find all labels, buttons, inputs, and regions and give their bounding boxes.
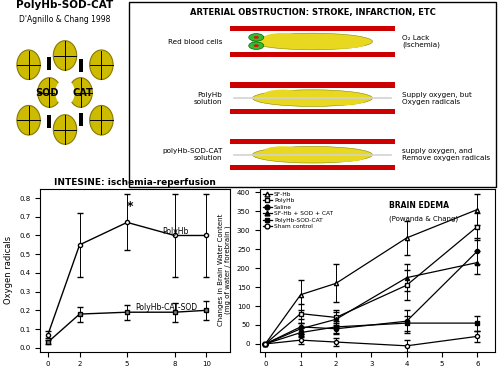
Text: PolyHb: PolyHb <box>162 227 188 236</box>
Ellipse shape <box>54 41 76 70</box>
Bar <box>230 52 395 57</box>
Circle shape <box>249 42 264 50</box>
Ellipse shape <box>264 90 301 99</box>
Ellipse shape <box>90 50 113 80</box>
Bar <box>230 83 395 88</box>
Bar <box>78 113 82 126</box>
Ellipse shape <box>69 78 92 107</box>
Text: PolyHb
solution: PolyHb solution <box>194 92 222 105</box>
Y-axis label: Changes in Brain Water Content
(mg of water / forebrain ): Changes in Brain Water Content (mg of wa… <box>218 214 231 326</box>
Text: supply oxygen, and
Remove oxygen radicals: supply oxygen, and Remove oxygen radical… <box>402 148 490 161</box>
Ellipse shape <box>54 115 76 144</box>
Bar <box>230 165 395 171</box>
Text: D'Agnillo & Chang 1998: D'Agnillo & Chang 1998 <box>20 15 110 24</box>
Text: BRAIN EDEMA: BRAIN EDEMA <box>389 201 449 210</box>
Ellipse shape <box>90 105 113 135</box>
Text: Supply oxygen, but
Oxygen radicals: Supply oxygen, but Oxygen radicals <box>402 92 472 105</box>
Ellipse shape <box>38 78 61 107</box>
Text: (Powanda & Chang): (Powanda & Chang) <box>389 216 458 222</box>
Text: SOD: SOD <box>35 87 58 98</box>
Bar <box>48 115 52 128</box>
Text: polyHb-SOD-CAT
solution: polyHb-SOD-CAT solution <box>162 148 222 161</box>
Ellipse shape <box>320 40 365 48</box>
Text: Red blood cells: Red blood cells <box>168 38 222 44</box>
Title: INTESINE: ischemia-reperfusion: INTESINE: ischemia-reperfusion <box>54 178 216 186</box>
Ellipse shape <box>264 146 301 156</box>
Circle shape <box>254 36 259 39</box>
Text: *: * <box>127 200 134 213</box>
Ellipse shape <box>252 90 372 107</box>
Y-axis label: Oxygen radicals: Oxygen radicals <box>4 236 14 304</box>
Bar <box>230 108 395 114</box>
Text: CAT: CAT <box>73 87 94 98</box>
Ellipse shape <box>320 97 365 105</box>
Bar <box>230 26 395 31</box>
Bar <box>230 139 395 144</box>
Ellipse shape <box>264 33 301 43</box>
Ellipse shape <box>17 105 40 135</box>
Circle shape <box>249 34 264 41</box>
Ellipse shape <box>17 50 40 80</box>
Ellipse shape <box>55 80 75 105</box>
Text: PolyHb-SOD-CAT: PolyHb-SOD-CAT <box>16 0 114 10</box>
Ellipse shape <box>320 153 365 162</box>
Circle shape <box>254 44 259 47</box>
Bar <box>78 59 82 72</box>
Text: ARTERIAL OBSTRUCTION: STROKE, INFARCTION, ETC: ARTERIAL OBSTRUCTION: STROKE, INFARCTION… <box>190 7 436 17</box>
Bar <box>48 57 52 70</box>
Ellipse shape <box>252 147 372 163</box>
Legend: SF-Hb, PolyHb, Saline, SF-Hb + SOD + CAT, PolyHb-SOD-CAT, Sham control: SF-Hb, PolyHb, Saline, SF-Hb + SOD + CAT… <box>263 192 333 229</box>
Ellipse shape <box>252 33 372 50</box>
Text: O₂ Lack
(Ischemia): O₂ Lack (Ischemia) <box>402 35 440 48</box>
Text: PolyHb-CAT-SOD: PolyHb-CAT-SOD <box>135 303 197 312</box>
